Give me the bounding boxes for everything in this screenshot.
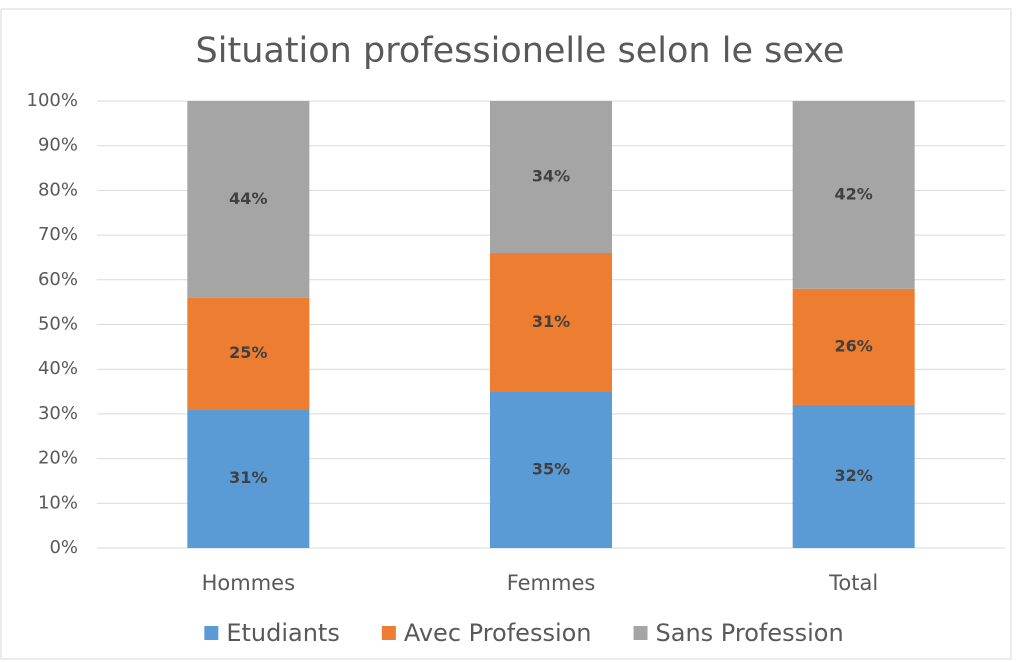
bar-segment (490, 101, 612, 253)
y-tick-label: 20% (38, 448, 78, 469)
legend-label: Sans Profession (656, 619, 844, 647)
data-label: 44% (229, 189, 267, 208)
bar-segment (187, 101, 310, 298)
data-label: 31% (229, 468, 267, 487)
data-label: 34% (532, 166, 570, 185)
legend-swatch (381, 626, 396, 640)
legend-swatch (633, 626, 648, 640)
y-tick-label: 30% (38, 403, 78, 424)
legend-label: Etudiants (226, 619, 340, 647)
bar-segment (792, 101, 915, 289)
y-tick-label: 70% (38, 224, 78, 245)
data-label: 42% (835, 184, 873, 203)
x-tick-label: Hommes (202, 571, 295, 595)
data-label: 32% (835, 466, 873, 485)
data-label: 31% (532, 312, 570, 331)
x-tick-label: Total (828, 571, 878, 595)
bar-segment (490, 391, 612, 548)
data-label: 35% (532, 459, 570, 478)
y-tick-label: 80% (38, 179, 78, 200)
data-label: 26% (835, 336, 873, 355)
y-tick-label: 100% (27, 90, 78, 111)
y-tick-label: 0% (49, 537, 78, 558)
y-tick-label: 60% (38, 269, 78, 290)
y-tick-label: 50% (38, 314, 78, 335)
bar-segment (792, 288, 915, 405)
data-label: 25% (229, 343, 267, 362)
legend-label: Avec Profession (404, 619, 592, 647)
bar-segment (490, 252, 612, 392)
y-tick-label: 90% (38, 135, 78, 156)
bar-segment (187, 409, 310, 548)
x-tick-label: Femmes (507, 571, 596, 595)
chart-title: Situation professionelle selon le sexe (196, 31, 845, 71)
legend-swatch (204, 626, 219, 640)
y-tick-label: 40% (38, 358, 78, 379)
bar-segment (187, 297, 310, 410)
bar-segment (792, 404, 915, 548)
y-tick-label: 10% (38, 492, 78, 513)
